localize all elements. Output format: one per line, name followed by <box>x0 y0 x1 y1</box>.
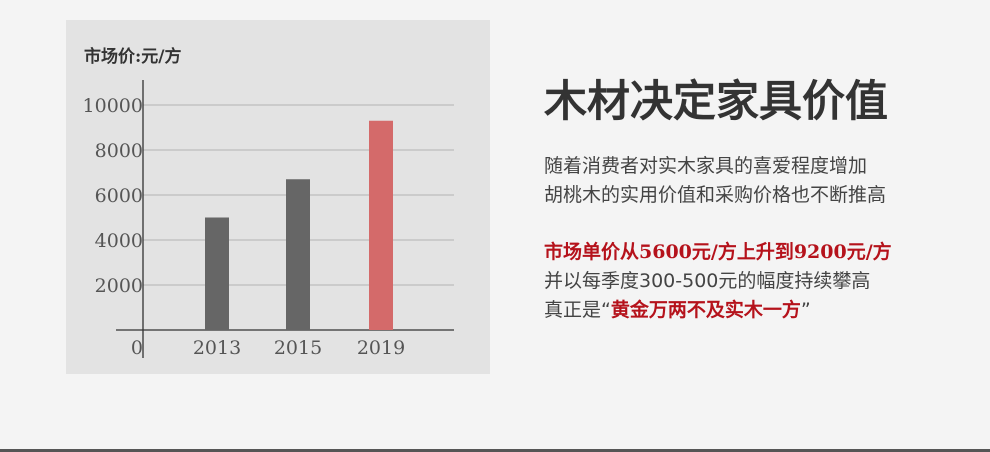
x-tick-label: 2015 <box>274 337 322 359</box>
headline: 木材决定家具价值 <box>544 77 888 127</box>
y-tick-label: 10000 <box>83 95 143 117</box>
text-block: 木材决定家具价值 随着消费者对实木家具的喜爱程度增加 胡桃木的实用价值和采购价格… <box>544 72 984 325</box>
bar-chart: 0 2000 4000 6000 8000 10000 2013 2015 2019 <box>83 80 454 359</box>
bar-2013 <box>205 217 229 330</box>
y-tick-label: 8000 <box>95 140 143 162</box>
x-tick-label: 2013 <box>193 337 241 359</box>
bar-2015 <box>286 179 310 330</box>
quote-suffix: ” <box>800 299 811 321</box>
y-tick-label: 6000 <box>95 185 143 207</box>
bar-2019 <box>369 120 393 330</box>
quote-prefix: 真正是“ <box>544 299 611 321</box>
bottom-rule <box>0 449 990 452</box>
intro-paragraph: 随着消费者对实木家具的喜爱程度增加 胡桃木的实用价值和采购价格也不断推高 <box>544 152 984 210</box>
price-highlight-line: 市场单价从5600元/方上升到9200元/方 <box>544 241 892 263</box>
y-tick-label: 2000 <box>95 275 143 297</box>
intro-line-2: 胡桃木的实用价值和采购价格也不断推高 <box>544 184 887 206</box>
price-line-3: 真正是“黄金万两不及实木一方” <box>544 296 984 325</box>
y-tick-label: 0 <box>131 337 143 359</box>
price-line-2: 并以每季度300-500元的幅度持续攀高 <box>544 270 871 292</box>
chart-panel: 市场价:元/方 0 2000 4000 6000 8000 10000 2013 2015 20… <box>66 20 490 374</box>
chart-unit-label: 市场价:元/方 <box>84 47 182 67</box>
quote-highlight: 黄金万两不及实木一方 <box>610 299 801 321</box>
intro-line-1: 随着消费者对实木家具的喜爱程度增加 <box>544 155 868 177</box>
price-paragraph: 市场单价从5600元/方上升到9200元/方 并以每季度300-500元的幅度持… <box>544 238 984 325</box>
x-tick-label: 2019 <box>357 337 405 359</box>
y-tick-label: 4000 <box>95 230 143 252</box>
